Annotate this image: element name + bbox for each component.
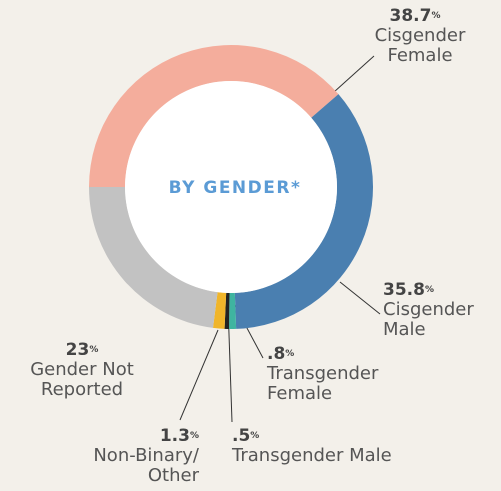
value-label: 35.8 [383, 280, 425, 300]
category-label: Gender Not Reported [30, 359, 134, 400]
value-label: .8 [267, 344, 286, 364]
unit: % [431, 11, 441, 21]
donut-slice [212, 292, 227, 329]
unit: % [189, 431, 199, 441]
value-label: 1.3 [159, 426, 190, 446]
donut-slice [234, 94, 373, 329]
unit: % [89, 345, 99, 355]
value-label: .5 [232, 426, 251, 446]
slice-label: .8% Transgender Female [267, 344, 397, 404]
leader-line [333, 55, 375, 93]
slice-label: 1.3% Non-Binary/ Other [55, 426, 199, 486]
chart-title: BY GENDER* [168, 178, 302, 198]
category-label: Cisgender Female [374, 25, 466, 66]
category-label: Non-Binary/ Other [93, 445, 199, 486]
donut-slice [224, 292, 230, 329]
unit: % [285, 349, 295, 359]
category-label: Transgender Male [232, 445, 392, 466]
slice-label: 38.7% Cisgender Female [360, 6, 470, 66]
category-label: Cisgender Male [383, 299, 474, 340]
leader-line [339, 281, 381, 315]
value-label: 38.7 [389, 6, 432, 26]
slice-label: 23% Gender Not Reported [12, 340, 152, 400]
unit: % [424, 285, 434, 295]
donut-hole [125, 81, 337, 293]
value-label: 23 [65, 340, 90, 360]
leader-line [179, 329, 219, 421]
slice-label: 35.8% Cisgender Male [383, 280, 498, 340]
slice-label: .5% Transgender Male [232, 426, 452, 466]
donut-slice [228, 292, 237, 329]
category-label: Transgender Female [267, 363, 379, 404]
donut-slice [89, 44, 339, 187]
donut-slice [89, 187, 218, 328]
unit: % [250, 431, 260, 441]
